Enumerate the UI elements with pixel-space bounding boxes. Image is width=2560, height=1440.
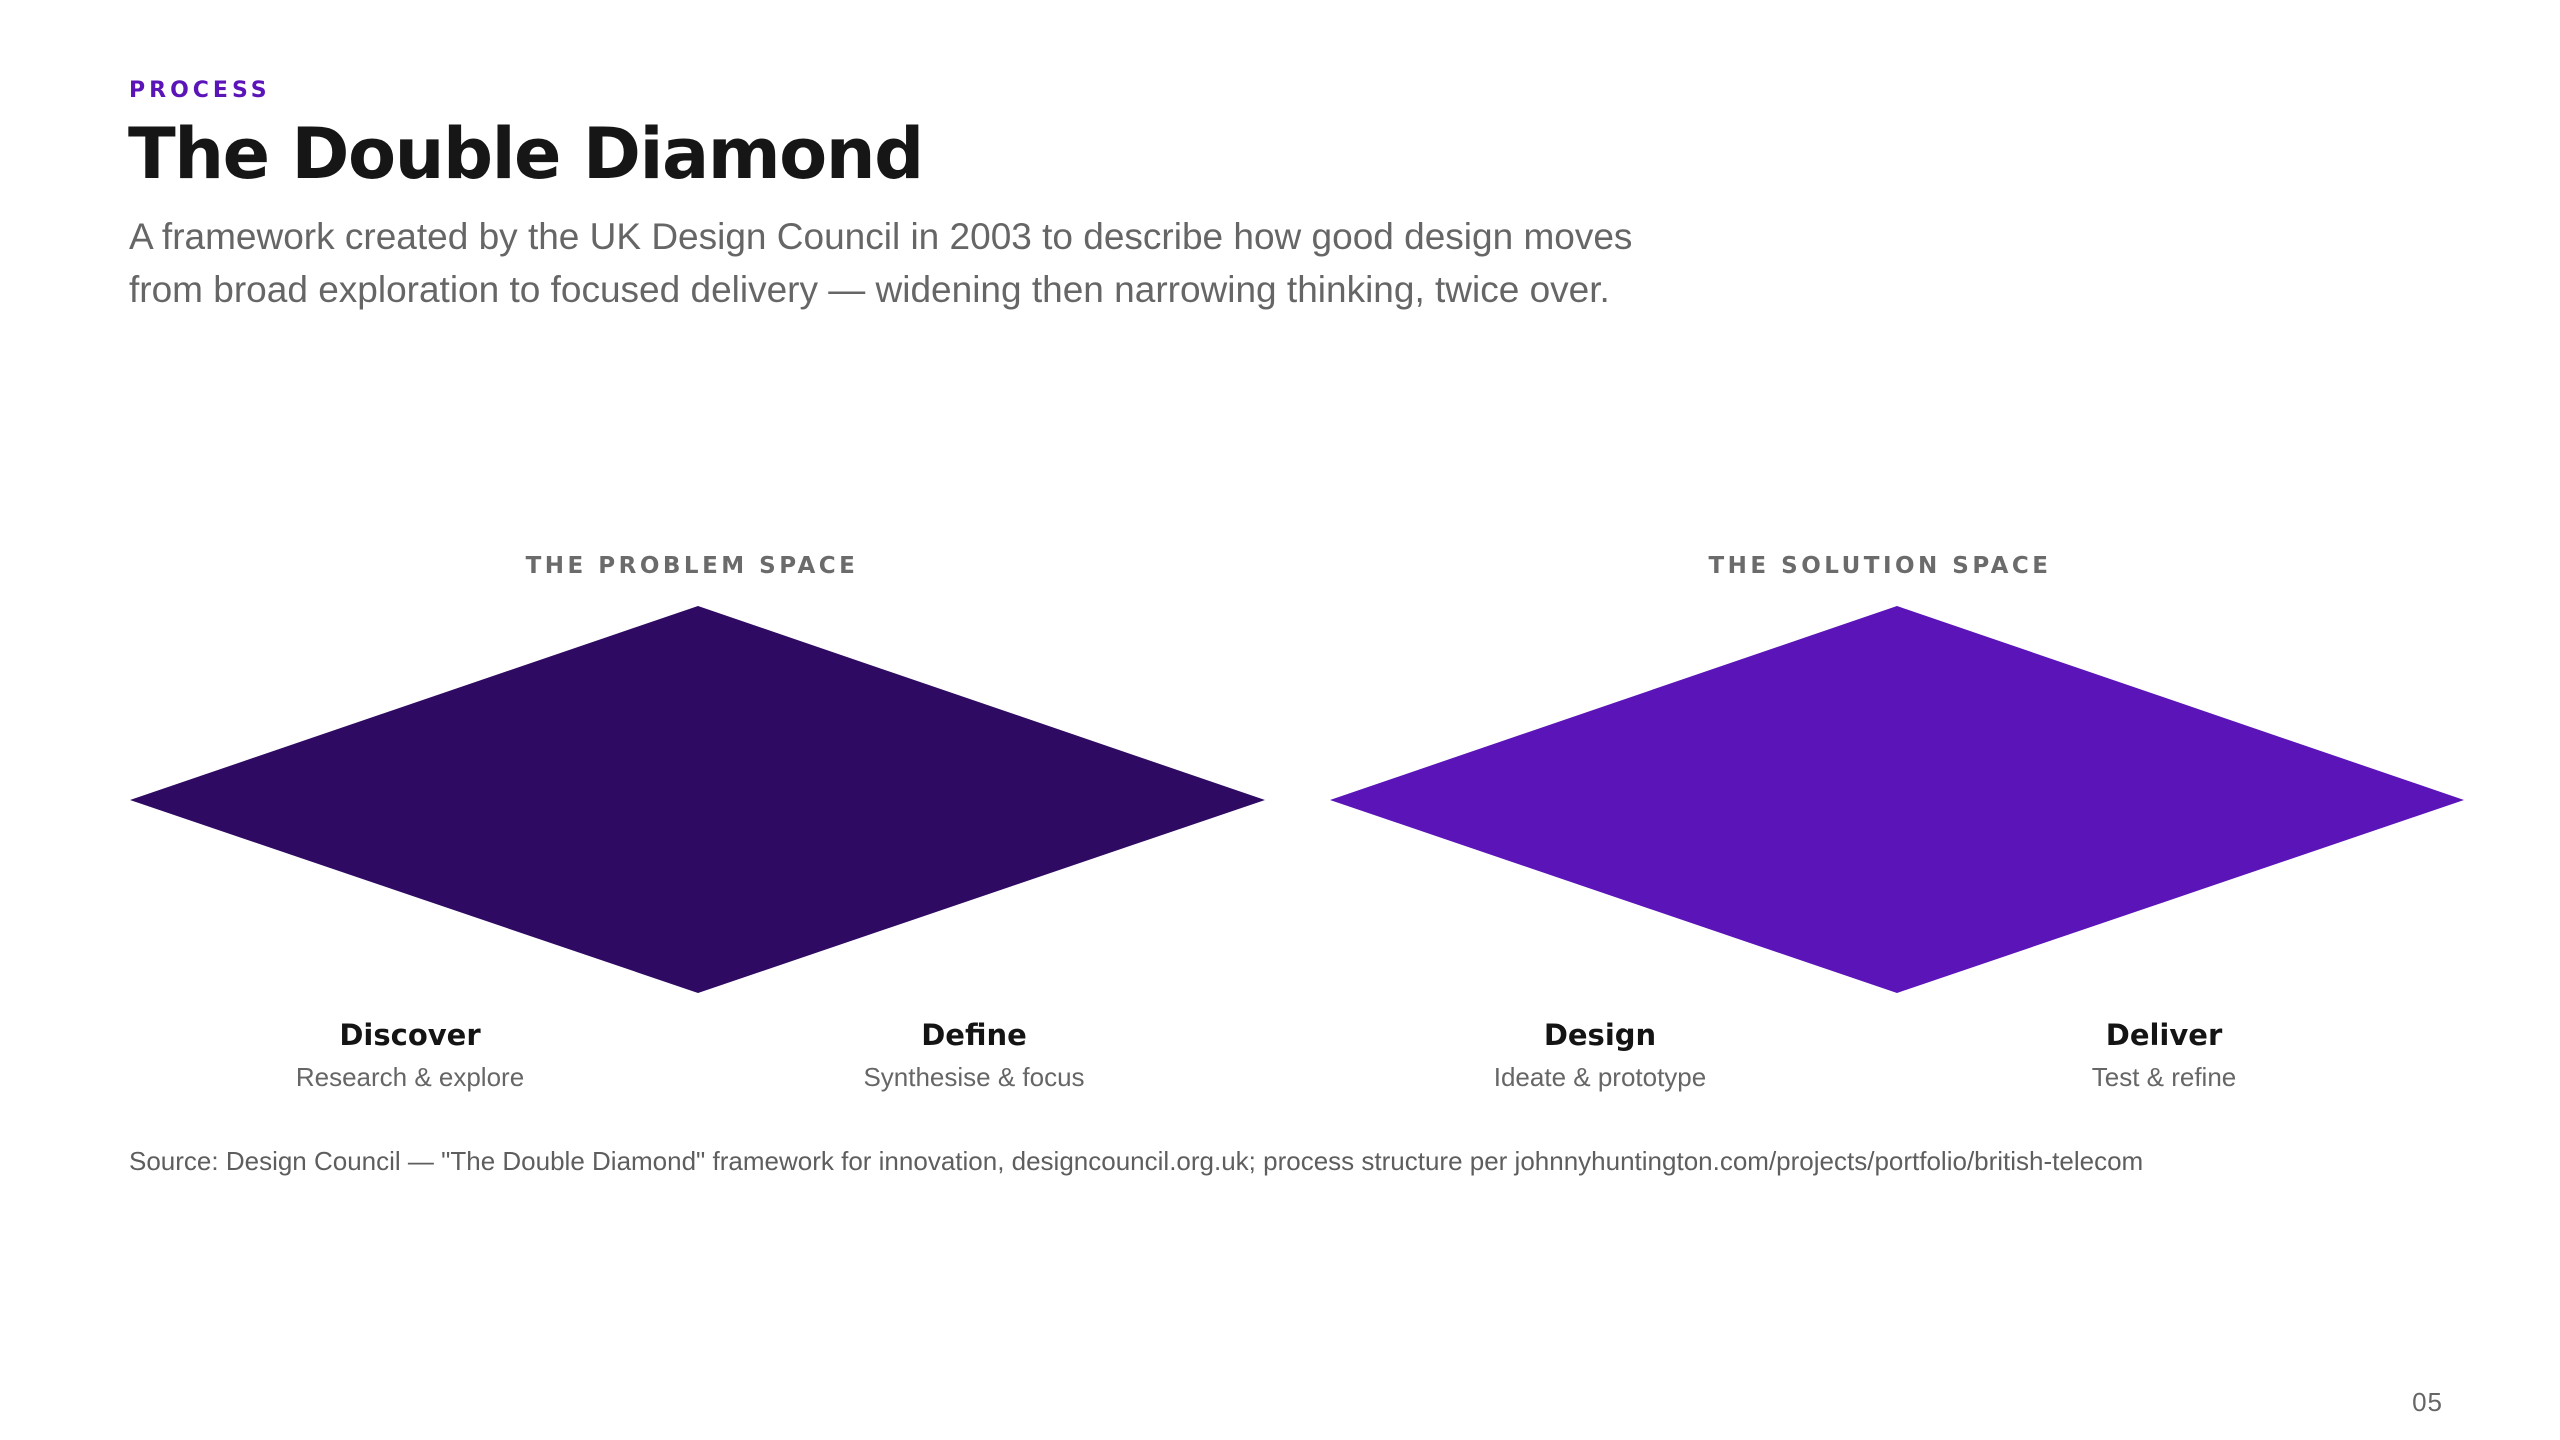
source-citation: Source: Design Council — "The Double Dia…: [129, 1146, 2144, 1176]
section-eyebrow: PROCESS: [129, 78, 271, 103]
phase-design: Design Ideate & prototype: [1400, 1015, 1800, 1095]
phase-discover: Discover Research & explore: [210, 1015, 610, 1095]
phase-description: Ideate & prototype: [1493, 1062, 1707, 1092]
phase-description: Synthesise & focus: [863, 1062, 1085, 1092]
page-title: The Double Diamond: [128, 113, 924, 195]
problem-space-label: THE PROBLEM SPACE: [525, 553, 859, 579]
phase-name: Design: [1543, 1018, 1657, 1052]
phase-name: Deliver: [2105, 1018, 2223, 1052]
phase-define: Define Synthesise & focus: [774, 1015, 1174, 1095]
problem-space-diamond: [130, 606, 1265, 993]
phase-description: Research & explore: [295, 1062, 525, 1092]
phase-deliver: Deliver Test & refine: [1964, 1015, 2364, 1095]
phase-description: Test & refine: [2091, 1062, 2237, 1092]
page-subtitle: A framework created by the UK Design Cou…: [129, 216, 1633, 310]
phase-name: Discover: [339, 1018, 481, 1052]
solution-space-label: THE SOLUTION SPACE: [1708, 553, 2052, 579]
phase-name: Define: [921, 1018, 1027, 1052]
solution-space-diamond: [1330, 606, 2464, 993]
page-number: 05: [2412, 1387, 2443, 1417]
